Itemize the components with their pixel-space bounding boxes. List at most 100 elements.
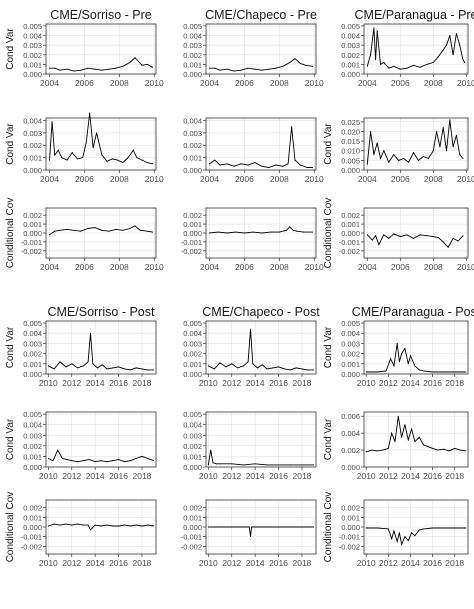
data-point bbox=[129, 228, 131, 230]
data-point bbox=[261, 364, 263, 366]
data-point bbox=[378, 244, 380, 246]
series-line bbox=[49, 57, 153, 72]
data-point bbox=[455, 33, 457, 35]
x-tick-label: 2014 bbox=[401, 378, 420, 388]
x-tick-label: 2010 bbox=[305, 262, 324, 272]
data-point bbox=[77, 461, 79, 463]
data-point bbox=[66, 159, 68, 161]
data-point bbox=[366, 65, 368, 67]
data-point bbox=[366, 163, 368, 165]
data-point bbox=[115, 228, 117, 230]
data-point bbox=[312, 231, 314, 233]
data-point bbox=[443, 371, 445, 373]
data-point bbox=[92, 363, 94, 365]
x-tick-label: 2006 bbox=[75, 174, 94, 184]
y-tick-label: -0.001 bbox=[21, 533, 42, 542]
data-point bbox=[101, 364, 103, 366]
y-tick-label: 0.002 bbox=[183, 350, 202, 359]
data-point bbox=[100, 525, 102, 527]
x-tick-label: 2010 bbox=[145, 78, 164, 88]
y-tick-label: 0.004 bbox=[341, 429, 360, 438]
data-point bbox=[111, 158, 113, 160]
data-point bbox=[118, 459, 120, 461]
data-point bbox=[254, 162, 256, 164]
y-tick-label: 0.005 bbox=[23, 319, 42, 328]
y-tick-label: 0.004 bbox=[341, 329, 360, 338]
data-point bbox=[393, 154, 395, 156]
data-point bbox=[231, 526, 233, 528]
y-tick-label: 0.001 bbox=[23, 154, 42, 163]
data-point bbox=[231, 363, 233, 365]
data-point bbox=[152, 163, 154, 165]
x-tick-label: 2010 bbox=[199, 378, 218, 388]
y-tick-label: 0.002 bbox=[183, 504, 202, 513]
data-point bbox=[391, 432, 393, 434]
y-tick-label: 0.001 bbox=[183, 60, 202, 69]
data-point bbox=[226, 163, 228, 165]
data-point bbox=[388, 67, 390, 69]
data-point bbox=[87, 361, 89, 363]
data-point bbox=[301, 464, 303, 466]
data-point bbox=[233, 70, 235, 72]
data-point bbox=[135, 367, 137, 369]
x-tick-label: 2018 bbox=[132, 471, 151, 481]
data-point bbox=[387, 447, 389, 449]
data-point bbox=[313, 526, 315, 528]
y-axis-label: Cond Var bbox=[5, 123, 16, 165]
data-point bbox=[57, 149, 59, 151]
data-point bbox=[53, 368, 55, 370]
data-point bbox=[219, 69, 221, 71]
data-point bbox=[117, 159, 119, 161]
data-point bbox=[454, 447, 456, 449]
y-tick-label: 0.005 bbox=[341, 156, 360, 165]
data-point bbox=[387, 528, 389, 530]
y-axis-label: Conditional Cov bbox=[5, 492, 16, 563]
data-point bbox=[375, 59, 377, 61]
y-tick-label: 0.003 bbox=[183, 339, 202, 348]
x-tick-label: 2018 bbox=[132, 558, 151, 568]
data-point bbox=[289, 464, 291, 466]
data-point bbox=[373, 27, 375, 29]
data-point bbox=[366, 234, 368, 236]
y-tick-label: 0.001 bbox=[341, 360, 360, 369]
data-point bbox=[87, 67, 89, 69]
data-point bbox=[282, 165, 284, 167]
data-point bbox=[247, 67, 249, 69]
y-tick-label: -0.002 bbox=[21, 247, 42, 256]
plot-background bbox=[46, 118, 156, 170]
data-point bbox=[449, 119, 451, 121]
data-point bbox=[464, 61, 466, 63]
x-tick-label: 2010 bbox=[357, 378, 376, 388]
data-point bbox=[371, 449, 373, 451]
data-point bbox=[153, 460, 155, 462]
data-point bbox=[146, 230, 148, 232]
data-point bbox=[393, 365, 395, 367]
data-point bbox=[89, 332, 91, 334]
x-tick-label: 2016 bbox=[269, 378, 288, 388]
y-tick-label: 0.000 bbox=[183, 166, 202, 175]
data-point bbox=[77, 367, 79, 369]
data-point bbox=[404, 536, 406, 538]
data-point bbox=[398, 361, 400, 363]
data-point bbox=[295, 367, 297, 369]
data-point bbox=[82, 460, 84, 462]
data-point bbox=[403, 157, 405, 159]
data-point bbox=[312, 167, 314, 169]
y-tick-label: -0.002 bbox=[181, 247, 202, 256]
y-tick-label: 0.003 bbox=[23, 339, 42, 348]
data-point bbox=[118, 366, 120, 368]
data-point bbox=[439, 146, 441, 148]
data-point bbox=[242, 526, 244, 528]
data-point bbox=[108, 68, 110, 70]
data-point bbox=[100, 460, 102, 462]
data-point bbox=[129, 525, 131, 527]
data-point bbox=[123, 524, 125, 526]
y-tick-label: 0.004 bbox=[23, 116, 42, 125]
y-tick-label: 0.002 bbox=[23, 211, 42, 220]
y-tick-label: 0.005 bbox=[183, 410, 202, 419]
x-tick-label: 2006 bbox=[391, 262, 410, 272]
data-point bbox=[71, 524, 73, 526]
data-point bbox=[249, 328, 251, 330]
data-point bbox=[398, 532, 400, 534]
